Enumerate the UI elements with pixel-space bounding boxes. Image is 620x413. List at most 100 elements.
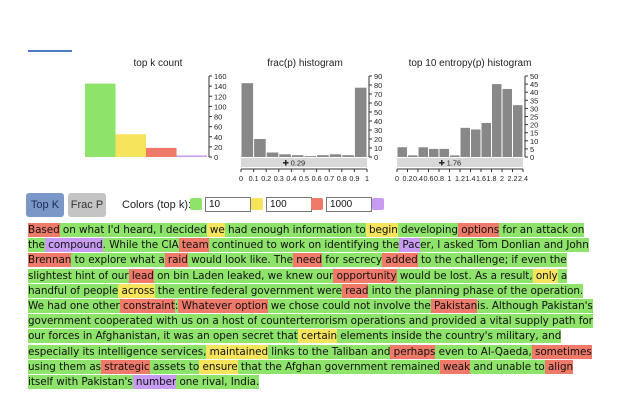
topk-threshold-2-input[interactable]: 100	[266, 197, 312, 212]
chart-2-x-tick-label: 0	[395, 174, 399, 183]
token: attack	[532, 223, 569, 237]
chart-1-x-tick-label: 0.8	[337, 174, 347, 183]
token: ,	[224, 375, 228, 390]
chart-1-y-tick-label: 70	[374, 90, 382, 99]
chart-2-x-tick-label: 1	[448, 174, 452, 183]
chart-1-bar	[279, 154, 291, 157]
chart-1-bar	[241, 83, 254, 157]
token: I	[433, 238, 441, 253]
topk-threshold-1-input[interactable]: 10	[205, 197, 251, 212]
chart-1-x-tick-label: 0.5	[299, 174, 309, 183]
token: inside	[388, 329, 422, 344]
token: lost	[446, 268, 469, 283]
token: Laden	[189, 268, 224, 283]
chart-2-title: top 10 entropy(p) histogram	[409, 58, 532, 69]
chart-2-marker-label: 1.76	[447, 159, 462, 168]
token: for	[575, 314, 593, 329]
chart-1-x-tick-label: 0.6	[312, 174, 322, 183]
token: India	[227, 375, 256, 390]
token: and	[538, 329, 562, 344]
chart-1-y-tick-label: 10	[374, 144, 382, 153]
token: on	[59, 223, 76, 237]
token: a	[557, 268, 568, 283]
token: its	[79, 344, 95, 359]
token: options	[457, 223, 500, 237]
token: with	[152, 314, 178, 329]
token: ,	[535, 329, 539, 344]
token: is	[477, 299, 486, 314]
token: into	[368, 283, 392, 298]
token: country	[442, 329, 485, 344]
chart-1-bar	[317, 155, 329, 157]
chart-0-y-tick-label: 20	[214, 143, 222, 152]
token: vital	[486, 314, 512, 329]
chart-2-bar	[439, 148, 449, 157]
token: unable	[492, 359, 532, 374]
token: what	[75, 223, 105, 237]
token: perhaps	[390, 344, 436, 359]
token: had	[43, 299, 67, 314]
token: secret	[238, 329, 274, 344]
token: of	[493, 283, 508, 298]
chart-2-bar	[460, 127, 470, 157]
token: Tom	[473, 238, 498, 253]
frac-p-button[interactable]: Frac P	[68, 193, 106, 217]
chart-0-bar	[176, 155, 207, 157]
token: ;	[504, 253, 509, 268]
token: chose	[285, 299, 320, 314]
token: opportunity	[333, 268, 397, 283]
token: our	[108, 268, 129, 283]
token: CIA	[158, 238, 179, 253]
token: asked	[440, 238, 474, 253]
chart-2-x-tick-label: 1.2	[455, 174, 465, 183]
chart-1-y-tick-label: 40	[374, 117, 382, 126]
token: lian	[521, 238, 541, 253]
top-k-button[interactable]: Top K	[26, 193, 64, 217]
token: heard	[119, 223, 154, 237]
token: in	[79, 329, 93, 344]
token: -	[490, 344, 495, 359]
token: 's	[124, 375, 133, 390]
plus-marker-icon: ✚	[283, 159, 290, 168]
topk-threshold-3-input[interactable]: 1000	[326, 197, 372, 212]
token: the	[421, 329, 443, 344]
token: result	[496, 268, 530, 283]
token: government	[321, 359, 388, 374]
chart-2-bar	[481, 122, 491, 157]
token: to	[352, 223, 366, 237]
plus-marker-icon: ✚	[439, 159, 446, 168]
token: a	[476, 314, 487, 329]
token: government	[28, 314, 91, 329]
chart-2-bar	[450, 155, 460, 157]
token: government	[247, 283, 314, 298]
token: Whatever	[178, 299, 232, 314]
token: links	[268, 344, 295, 359]
token: path	[548, 314, 576, 329]
token: identifying	[321, 238, 379, 253]
token: especially	[28, 344, 80, 359]
token: the	[546, 253, 567, 268]
token: be	[430, 268, 447, 283]
token: entire	[174, 283, 209, 298]
token: itself	[28, 375, 54, 390]
token: Pac	[399, 238, 421, 253]
token: even	[435, 344, 464, 359]
chart-1-bar	[266, 152, 279, 157]
token: Based	[28, 223, 60, 237]
token: Afghanistan	[92, 329, 157, 344]
token: ensure	[199, 359, 238, 374]
chart-2-x-tick-label: 0.8	[434, 174, 444, 183]
token: one	[66, 299, 90, 314]
token: secrecy	[339, 253, 383, 268]
token: ,	[261, 268, 265, 283]
chart-0-y-tick-label: 60	[214, 123, 222, 132]
chart-2-marker-band	[397, 158, 523, 167]
chart-1-x-tick-label: 0.1	[249, 174, 259, 183]
token: not	[350, 299, 371, 314]
token: only	[532, 268, 558, 283]
chart-2-bar	[408, 155, 418, 157]
token: Taliban	[328, 344, 368, 359]
chart-2-y-tick-label: 35	[530, 96, 538, 105]
chart-0-bar	[115, 134, 146, 157]
chart-1-bar	[254, 139, 266, 157]
